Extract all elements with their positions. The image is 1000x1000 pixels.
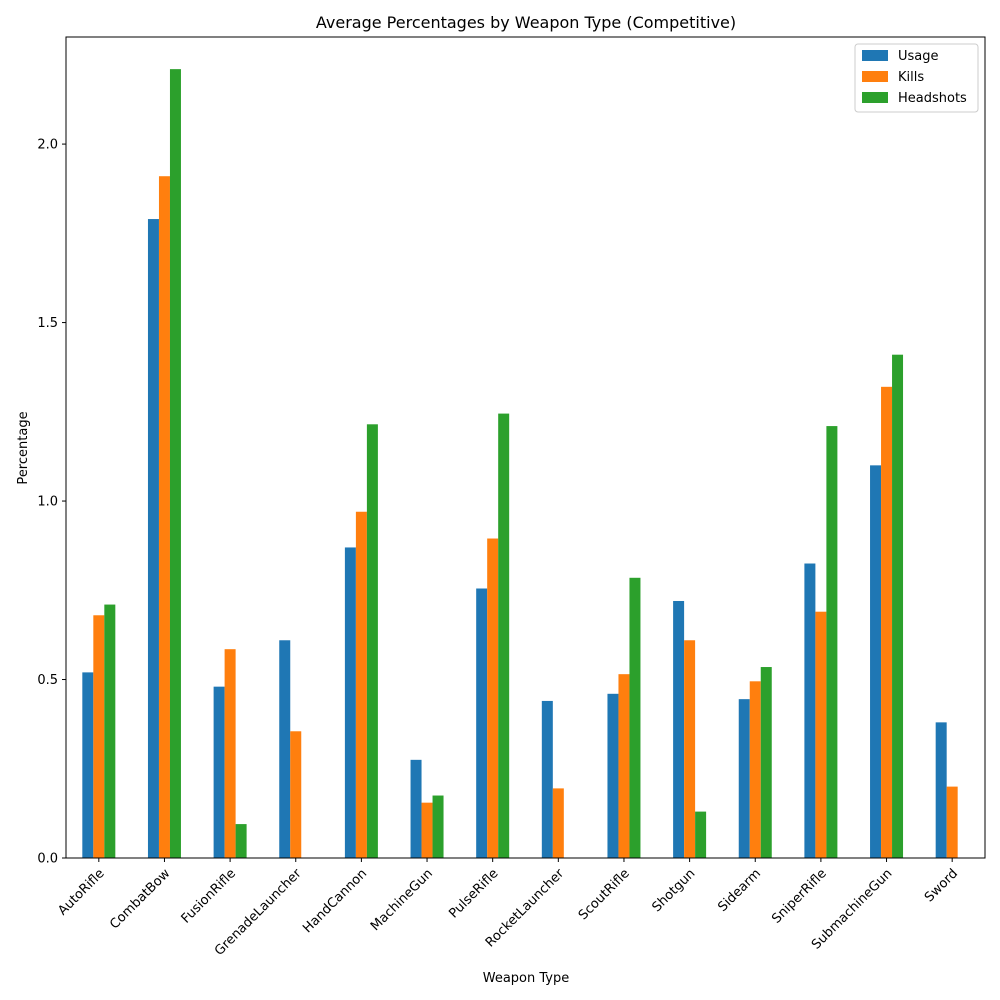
bar-headshots-handcannon xyxy=(366,424,378,858)
bar-kills-sniperrifle xyxy=(815,611,827,858)
bar-usage-scoutrifle xyxy=(607,693,619,858)
bar-headshots-scoutrifle xyxy=(629,577,641,858)
x-tick-label: Shotgun xyxy=(649,866,698,915)
legend-swatch-kills xyxy=(862,71,888,82)
bar-usage-autorifle xyxy=(82,672,94,858)
bar-kills-fusionrifle xyxy=(224,649,236,858)
bar-usage-sidearm xyxy=(738,699,750,858)
y-tick-label: 0.5 xyxy=(37,673,58,688)
x-tick-label: PulseRifle xyxy=(446,866,501,921)
x-tick-label: CombatBow xyxy=(107,866,173,932)
x-tick-label: Sword xyxy=(922,866,961,905)
legend-label-kills: Kills xyxy=(898,70,924,85)
bar-headshots-sniperrifle xyxy=(826,426,838,858)
bar-usage-machinegun xyxy=(410,759,422,858)
plot-area-frame xyxy=(65,36,986,859)
x-axis: AutoRifle CombatBow FusionRifleGrenadeLaun… xyxy=(55,858,961,959)
bar-kills-grenadelauncher xyxy=(290,731,302,858)
x-tick-label: FusionRifle xyxy=(179,866,239,926)
bars-group xyxy=(82,69,958,859)
bar-headshots-combatbow xyxy=(169,69,181,858)
bar-usage-combatbow xyxy=(147,219,159,859)
y-tick-label: 0.0 xyxy=(37,852,58,867)
bar-kills-handcannon xyxy=(355,511,367,858)
bar-usage-handcannon xyxy=(344,547,356,858)
bar-usage-submachinegun xyxy=(870,465,882,858)
bar-headshots-shotgun xyxy=(695,811,707,858)
bar-kills-pulserifle xyxy=(487,538,499,858)
y-axis: 0.0 0.5 1.0 1.5 2.0 xyxy=(37,138,66,867)
legend-label-headshots: Headshots xyxy=(898,91,967,106)
bar-usage-rocketlauncher xyxy=(541,700,553,858)
bar-headshots-fusionrifle xyxy=(235,824,247,858)
legend-swatch-usage xyxy=(862,50,888,61)
bar-headshots-sidearm xyxy=(760,667,772,858)
legend-label-usage: Usage xyxy=(898,49,939,64)
x-axis-label: Weapon Type xyxy=(483,971,570,986)
chart-title: Average Percentages by Weapon Type (Comp… xyxy=(316,13,736,32)
y-tick-label: 2.0 xyxy=(37,138,58,153)
y-tick-label: 1.5 xyxy=(37,316,58,331)
y-tick-label: 1.0 xyxy=(37,495,58,510)
bar-usage-shotgun xyxy=(673,600,685,858)
bar-headshots-submachinegun xyxy=(892,354,904,858)
bar-headshots-pulserifle xyxy=(498,413,510,858)
legend: Usage Kills Headshots xyxy=(854,43,979,113)
bar-kills-sidearm xyxy=(749,681,761,858)
bar-usage-sword xyxy=(935,722,947,858)
x-tick-label: Sidearm xyxy=(715,866,764,915)
bar-kills-machinegun xyxy=(421,802,433,858)
bar-headshots-autorifle xyxy=(104,604,116,858)
y-axis-label: Percentage xyxy=(16,411,31,484)
bar-usage-pulserifle xyxy=(476,588,488,858)
bar-kills-combatbow xyxy=(158,176,170,858)
bar-kills-shotgun xyxy=(684,640,696,858)
bar-usage-sniperrifle xyxy=(804,563,816,858)
bar-kills-submachinegun xyxy=(881,386,893,858)
x-tick-label: SniperRifle xyxy=(769,866,829,926)
bar-kills-autorifle xyxy=(93,615,105,858)
legend-swatch-headshots xyxy=(862,92,888,103)
x-tick-label: HandCannon xyxy=(300,866,370,936)
bar-kills-rocketlauncher xyxy=(552,788,564,858)
x-tick-label: MachineGun xyxy=(368,866,436,934)
x-tick-label: AutoRifle xyxy=(55,866,107,918)
bar-headshots-machinegun xyxy=(432,795,444,858)
bar-kills-sword xyxy=(946,786,958,858)
x-tick-label: ScoutRifle xyxy=(576,866,633,923)
bar-usage-grenadelauncher xyxy=(279,640,291,858)
bar-kills-scoutrifle xyxy=(618,674,630,858)
bar-usage-fusionrifle xyxy=(213,686,225,858)
